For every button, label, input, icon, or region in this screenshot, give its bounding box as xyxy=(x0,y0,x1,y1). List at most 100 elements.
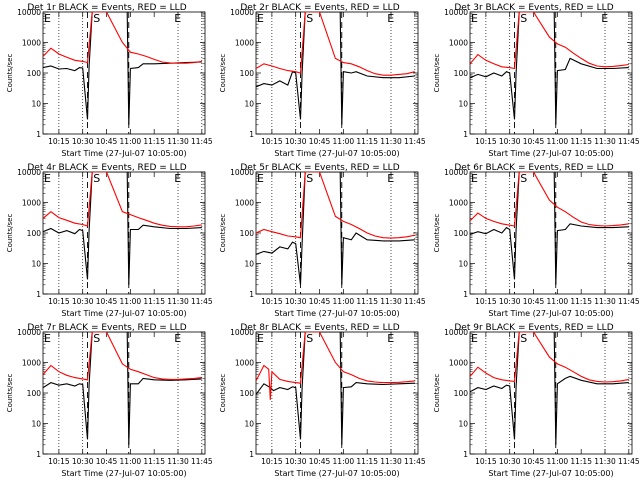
x-axis-label: Start Time (27-Jul-07 10:05:00) xyxy=(274,469,399,478)
y-tick-label: 10 xyxy=(244,420,254,429)
x-tick-label: 11:45 xyxy=(191,457,213,466)
panel-title: Det 6r BLACK = Events, RED = LLD xyxy=(454,163,613,173)
x-tick-label: 10:45 xyxy=(523,137,545,146)
y-tick-label: 10000 xyxy=(230,328,254,337)
x-tick-label: 11:00 xyxy=(547,297,569,306)
x-tick-label: 11:30 xyxy=(594,457,616,466)
y-axis-label: Counts/sec xyxy=(6,374,14,413)
detector-panel-5: Det 5r BLACK = Events, RED = LLD Counts/s… xyxy=(219,163,426,318)
x-tick-label: 10:45 xyxy=(523,457,545,466)
y-axis-label: Counts/sec xyxy=(219,374,227,413)
y-tick-label: 10 xyxy=(31,260,41,269)
series-line-events xyxy=(256,172,415,285)
event-marker-e: E xyxy=(387,332,394,345)
y-tick-label: 100 xyxy=(454,69,469,78)
y-tick-label: 1000 xyxy=(235,359,254,368)
series-line-events xyxy=(256,12,415,125)
detector-panel-7: Det 7r BLACK = Events, RED = LLD Counts/s… xyxy=(6,323,213,478)
x-tick-label: 10:45 xyxy=(523,297,545,306)
y-tick-label: 1000 xyxy=(235,39,254,48)
x-axis-label: Start Time (27-Jul-07 10:05:00) xyxy=(274,149,399,158)
event-marker-e: E xyxy=(174,12,181,25)
series-line-lld xyxy=(43,12,202,64)
x-tick-label: 10:15 xyxy=(261,137,283,146)
y-tick-label: 1 xyxy=(36,130,41,139)
series-line-events xyxy=(43,332,202,445)
x-tick-label: 10:15 xyxy=(48,457,70,466)
y-tick-label: 10 xyxy=(458,260,468,269)
x-tick-label: 10:15 xyxy=(261,457,283,466)
y-tick-label: 1000 xyxy=(449,39,468,48)
y-tick-label: 1000 xyxy=(235,199,254,208)
panel-title: Det 1r BLACK = Events, RED = LLD xyxy=(27,3,186,13)
y-tick-label: 10000 xyxy=(230,8,254,17)
series-line-lld xyxy=(470,12,629,70)
x-tick-label: 11:00 xyxy=(333,137,355,146)
plot-frame xyxy=(469,171,633,295)
event-marker-e: E xyxy=(601,332,608,345)
x-tick-label: 10:45 xyxy=(96,457,118,466)
x-axis-label: Start Time (27-Jul-07 10:05:00) xyxy=(488,149,613,158)
panel-title: Det 9r BLACK = Events, RED = LLD xyxy=(454,323,613,333)
x-tick-label: 11:15 xyxy=(356,457,378,466)
event-marker-e: E xyxy=(601,172,608,185)
plot-frame xyxy=(255,171,419,295)
y-tick-label: 10000 xyxy=(230,168,254,177)
y-tick-label: 10 xyxy=(244,100,254,109)
y-tick-label: 1 xyxy=(463,290,468,299)
x-axis-label: Start Time (27-Jul-07 10:05:00) xyxy=(488,469,613,478)
x-tick-label: 10:30 xyxy=(499,457,521,466)
x-tick-label: 10:30 xyxy=(285,457,307,466)
plot-frame xyxy=(42,171,206,295)
x-tick-label: 11:30 xyxy=(380,137,402,146)
x-tick-label: 10:30 xyxy=(72,137,94,146)
x-tick-label: 10:45 xyxy=(309,297,331,306)
y-tick-label: 100 xyxy=(27,229,42,238)
event-marker-e: E xyxy=(174,172,181,185)
y-tick-label: 100 xyxy=(240,389,255,398)
x-axis-label: Start Time (27-Jul-07 10:05:00) xyxy=(274,309,399,318)
x-tick-label: 10:45 xyxy=(96,137,118,146)
x-axis-label: Start Time (27-Jul-07 10:05:00) xyxy=(61,469,186,478)
panel-title: Det 3r BLACK = Events, RED = LLD xyxy=(454,3,613,13)
event-marker-s: S xyxy=(306,332,313,345)
event-marker-e: E xyxy=(44,12,51,25)
y-tick-label: 1 xyxy=(249,450,254,459)
x-tick-label: 11:30 xyxy=(594,137,616,146)
x-tick-label: 10:15 xyxy=(475,137,497,146)
panel-title: Det 2r BLACK = Events, RED = LLD xyxy=(240,3,399,13)
x-tick-label: 11:30 xyxy=(167,137,189,146)
y-tick-label: 100 xyxy=(27,69,42,78)
x-tick-label: 11:45 xyxy=(404,297,426,306)
x-tick-label: 10:15 xyxy=(475,457,497,466)
x-tick-label: 11:15 xyxy=(143,457,165,466)
x-tick-label: 10:30 xyxy=(285,137,307,146)
y-tick-label: 1 xyxy=(463,130,468,139)
x-tick-label: 10:30 xyxy=(285,297,307,306)
x-tick-label: 11:30 xyxy=(167,457,189,466)
y-tick-label: 10 xyxy=(31,100,41,109)
event-marker-e: E xyxy=(471,172,478,185)
detector-panel-2: Det 2r BLACK = Events, RED = LLD Counts/s… xyxy=(219,3,426,158)
y-tick-label: 1000 xyxy=(449,359,468,368)
x-tick-label: 11:45 xyxy=(618,137,640,146)
y-tick-label: 1 xyxy=(249,130,254,139)
series-line-events xyxy=(256,332,415,445)
y-tick-label: 100 xyxy=(27,389,42,398)
y-axis-label: Counts/sec xyxy=(6,214,14,253)
x-tick-label: 10:30 xyxy=(72,297,94,306)
x-axis-label: Start Time (27-Jul-07 10:05:00) xyxy=(61,309,186,318)
event-marker-s: S xyxy=(93,332,100,345)
series-line-events xyxy=(470,332,629,445)
event-marker-s: S xyxy=(520,332,527,345)
event-marker-s: S xyxy=(93,12,100,25)
x-tick-label: 10:30 xyxy=(499,137,521,146)
y-axis-label: Counts/sec xyxy=(433,374,441,413)
detector-panel-4: Det 4r BLACK = Events, RED = LLD Counts/s… xyxy=(6,163,213,318)
y-axis-label: Counts/sec xyxy=(433,214,441,253)
event-marker-e: E xyxy=(44,332,51,345)
y-tick-label: 10 xyxy=(458,420,468,429)
x-tick-label: 11:15 xyxy=(356,297,378,306)
event-marker-e: E xyxy=(471,332,478,345)
